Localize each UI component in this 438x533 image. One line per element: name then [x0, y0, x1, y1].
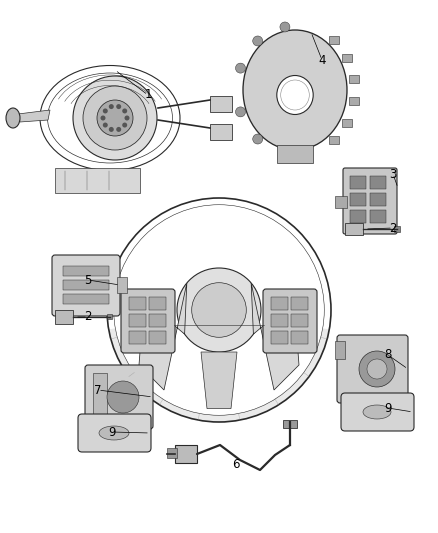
FancyBboxPatch shape — [343, 168, 397, 234]
Text: 2: 2 — [389, 222, 397, 235]
Polygon shape — [139, 283, 187, 390]
Circle shape — [280, 22, 290, 32]
Bar — [63, 280, 109, 290]
Bar — [349, 75, 359, 83]
Bar — [55, 310, 73, 324]
Bar — [149, 297, 166, 310]
FancyBboxPatch shape — [341, 393, 414, 431]
Bar — [277, 145, 313, 163]
Circle shape — [103, 123, 108, 127]
Bar — [335, 341, 345, 359]
Text: 9: 9 — [108, 425, 116, 439]
Bar — [291, 297, 308, 310]
FancyBboxPatch shape — [337, 335, 408, 403]
Bar — [345, 223, 363, 235]
Circle shape — [116, 104, 121, 109]
Bar — [63, 266, 109, 276]
Bar — [283, 420, 297, 428]
Circle shape — [97, 100, 133, 136]
Bar — [129, 297, 146, 310]
Circle shape — [109, 104, 114, 109]
Bar — [117, 277, 127, 293]
Bar — [350, 176, 366, 189]
Ellipse shape — [6, 108, 20, 128]
Bar — [107, 314, 112, 319]
Bar — [335, 196, 347, 208]
Circle shape — [83, 86, 147, 150]
Text: 1: 1 — [144, 88, 152, 101]
Circle shape — [100, 116, 106, 120]
Polygon shape — [109, 328, 329, 422]
Circle shape — [236, 107, 245, 117]
Circle shape — [124, 116, 130, 120]
Bar — [291, 314, 308, 327]
Polygon shape — [201, 352, 237, 409]
Polygon shape — [18, 110, 50, 122]
Circle shape — [280, 148, 290, 158]
FancyBboxPatch shape — [85, 365, 153, 429]
Bar — [350, 210, 366, 223]
Polygon shape — [251, 283, 299, 390]
Circle shape — [253, 36, 263, 46]
Circle shape — [109, 127, 114, 132]
Bar — [210, 124, 232, 140]
Bar — [93, 373, 107, 421]
Bar — [271, 331, 288, 344]
Ellipse shape — [243, 30, 347, 150]
Bar — [271, 314, 288, 327]
Ellipse shape — [363, 405, 391, 419]
Bar — [370, 210, 386, 223]
FancyBboxPatch shape — [263, 289, 317, 353]
Circle shape — [103, 108, 108, 114]
Bar — [349, 98, 359, 106]
Text: 3: 3 — [389, 167, 397, 181]
Text: 4: 4 — [318, 53, 326, 67]
Bar — [210, 96, 232, 112]
Circle shape — [253, 134, 263, 144]
Circle shape — [116, 127, 121, 132]
Bar — [63, 294, 109, 304]
Text: 9: 9 — [384, 401, 392, 415]
Ellipse shape — [277, 76, 313, 115]
Bar — [370, 176, 386, 189]
Bar — [342, 53, 352, 61]
Bar — [370, 193, 386, 206]
Bar — [394, 226, 400, 232]
Circle shape — [367, 359, 387, 379]
Bar — [342, 118, 352, 126]
Circle shape — [192, 282, 246, 337]
Bar — [167, 448, 177, 458]
Bar — [149, 331, 166, 344]
Text: 8: 8 — [384, 349, 392, 361]
Bar — [350, 193, 366, 206]
Circle shape — [359, 351, 395, 387]
Ellipse shape — [99, 426, 129, 440]
FancyBboxPatch shape — [78, 414, 151, 452]
Circle shape — [107, 381, 139, 413]
Bar — [291, 331, 308, 344]
Bar — [328, 136, 339, 144]
Circle shape — [236, 63, 245, 73]
Circle shape — [122, 108, 127, 114]
FancyBboxPatch shape — [52, 255, 120, 316]
Bar — [328, 36, 339, 44]
Text: 7: 7 — [94, 384, 102, 397]
Circle shape — [177, 268, 261, 352]
Bar — [175, 445, 197, 463]
Bar — [271, 297, 288, 310]
Bar — [129, 331, 146, 344]
FancyBboxPatch shape — [121, 289, 175, 353]
Polygon shape — [55, 168, 140, 193]
Text: 2: 2 — [84, 311, 92, 324]
Bar — [129, 314, 146, 327]
Text: 5: 5 — [84, 273, 92, 287]
Circle shape — [73, 76, 157, 160]
Text: 6: 6 — [232, 458, 240, 472]
Circle shape — [122, 123, 127, 127]
Bar — [149, 314, 166, 327]
